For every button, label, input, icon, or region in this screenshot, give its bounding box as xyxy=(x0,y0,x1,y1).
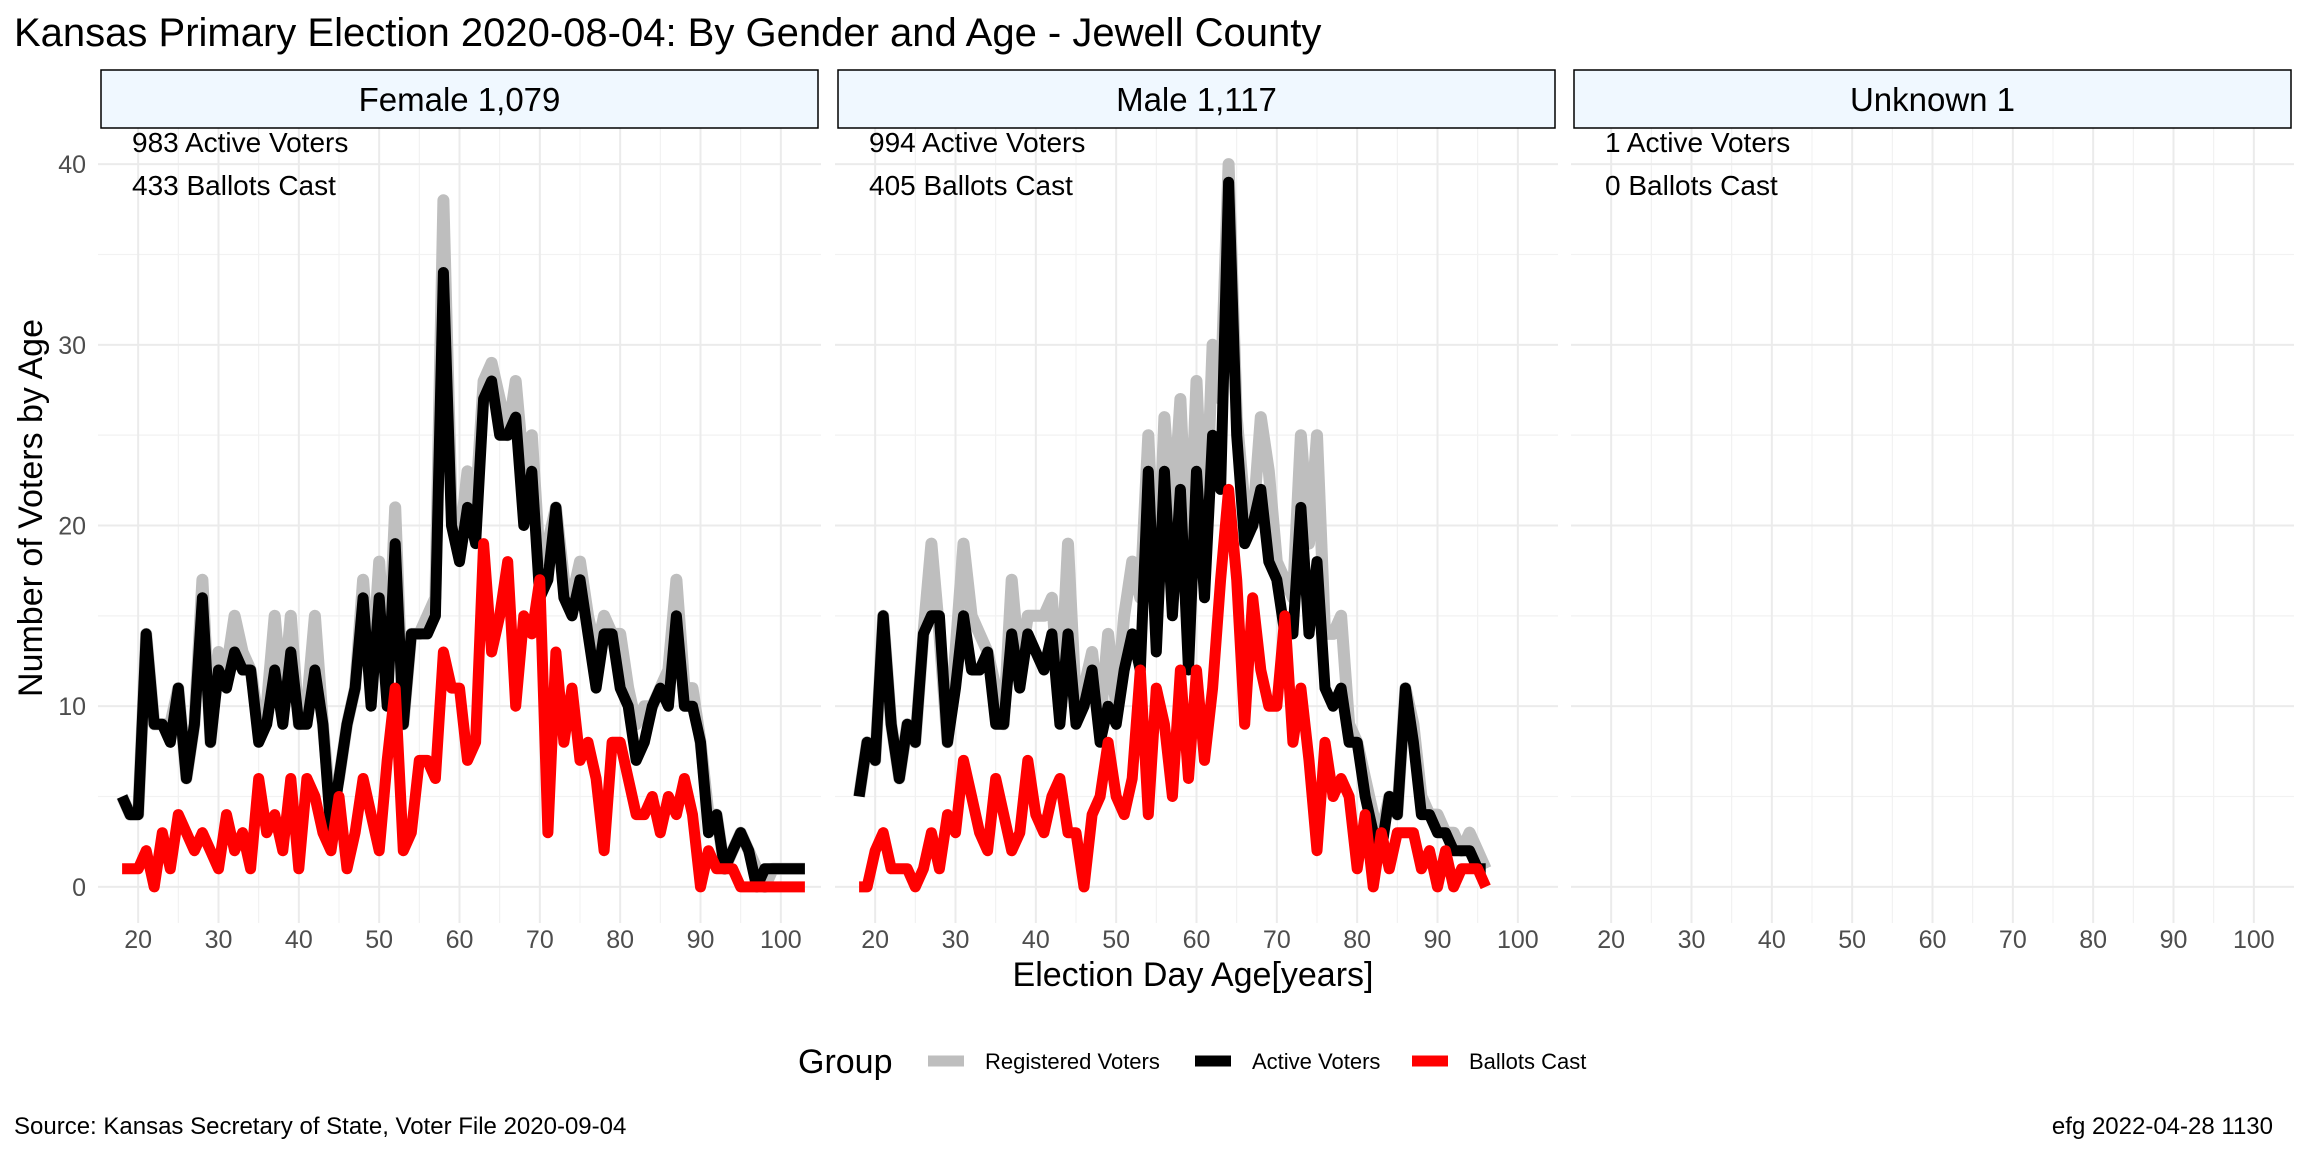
y-tick-label: 40 xyxy=(58,151,86,179)
x-tick-label: 40 xyxy=(1758,926,1786,954)
x-tick-label: 20 xyxy=(861,926,889,954)
x-tick-label: 80 xyxy=(2079,926,2107,954)
facet-panels: 0 10 20 30 40 20 30 40 50 60 70 80 90 100 Female 1,079… xyxy=(58,69,2294,954)
legend-label: Registered Voters xyxy=(985,1049,1160,1074)
x-tick-label: 70 xyxy=(1263,926,1291,954)
x-tick-label: 50 xyxy=(1102,926,1130,954)
x-tick-label: 20 xyxy=(124,926,152,954)
facet-strip-label: Female 1,079 xyxy=(359,81,561,118)
y-tick-label: 20 xyxy=(58,513,86,541)
x-tick-label: 90 xyxy=(2160,926,2188,954)
series-line-ballots xyxy=(859,483,1491,893)
x-tick-label: 40 xyxy=(1022,926,1050,954)
x-tick-label: 80 xyxy=(606,926,634,954)
facet-strip-label: Unknown 1 xyxy=(1850,81,2015,118)
x-tick-label: 100 xyxy=(760,926,802,954)
legend-label: Active Voters xyxy=(1252,1049,1380,1074)
facet-panel: 20 30 40 50 60 70 80 90 100 Female 1,079 983 Activ… xyxy=(98,69,821,954)
x-tick-label: 60 xyxy=(446,926,474,954)
panel-annotation: 994 Active Voters xyxy=(869,127,1085,158)
facet-panel: 20 30 40 50 60 70 80 90 100 Unknown 1 1 Active Vot… xyxy=(1571,69,2294,954)
footer-source: Source: Kansas Secretary of State, Voter… xyxy=(14,1113,626,1140)
legend: Group Registered Voters Active Voters Ball… xyxy=(798,1043,1586,1081)
panel-annotation: 1 Active Voters xyxy=(1605,127,1790,158)
x-tick-label: 100 xyxy=(2233,926,2275,954)
x-tick-label: 30 xyxy=(205,926,233,954)
series-line-ballots xyxy=(122,538,805,893)
x-tick-label: 60 xyxy=(1919,926,1947,954)
panel-annotation: 433 Ballots Cast xyxy=(132,170,336,201)
legend-label: Ballots Cast xyxy=(1469,1049,1586,1074)
x-tick-label: 30 xyxy=(1678,926,1706,954)
facet-strip-label: Male 1,117 xyxy=(1116,81,1277,118)
x-tick-label: 20 xyxy=(1597,926,1625,954)
series-line-active xyxy=(117,267,805,893)
panel-annotation: 405 Ballots Cast xyxy=(869,170,1073,201)
footer-stamp: efg 2022-04-28 1130 xyxy=(2052,1113,2273,1140)
x-tick-label: 70 xyxy=(1999,926,2027,954)
y-tick-label: 0 xyxy=(72,874,86,902)
legend-title: Group xyxy=(798,1043,893,1081)
x-tick-label: 100 xyxy=(1497,926,1539,954)
facet-strip xyxy=(837,69,1556,129)
y-axis-title: Number of Voters by Age xyxy=(12,319,50,697)
x-tick-label: 50 xyxy=(365,926,393,954)
facet-panel: 20 30 40 50 60 70 80 90 100 Male 1,117 994 Active … xyxy=(835,69,1558,954)
y-tick-label: 30 xyxy=(58,332,86,360)
chart-title: Kansas Primary Election 2020-08-04: By G… xyxy=(14,11,1321,55)
x-tick-label: 80 xyxy=(1343,926,1371,954)
panel-annotation: 0 Ballots Cast xyxy=(1605,170,1778,201)
x-tick-label: 50 xyxy=(1838,926,1866,954)
facet-strip xyxy=(1573,69,2292,129)
facet-strip xyxy=(100,69,819,129)
x-axis-title: Election Day Age[years] xyxy=(1013,956,1374,994)
x-tick-label: 90 xyxy=(1424,926,1452,954)
x-tick-label: 90 xyxy=(687,926,715,954)
y-tick-label: 10 xyxy=(58,693,86,721)
x-tick-label: 40 xyxy=(285,926,313,954)
panel-annotation: 983 Active Voters xyxy=(132,127,348,158)
x-tick-label: 30 xyxy=(942,926,970,954)
x-tick-label: 60 xyxy=(1183,926,1211,954)
x-tick-label: 70 xyxy=(526,926,554,954)
